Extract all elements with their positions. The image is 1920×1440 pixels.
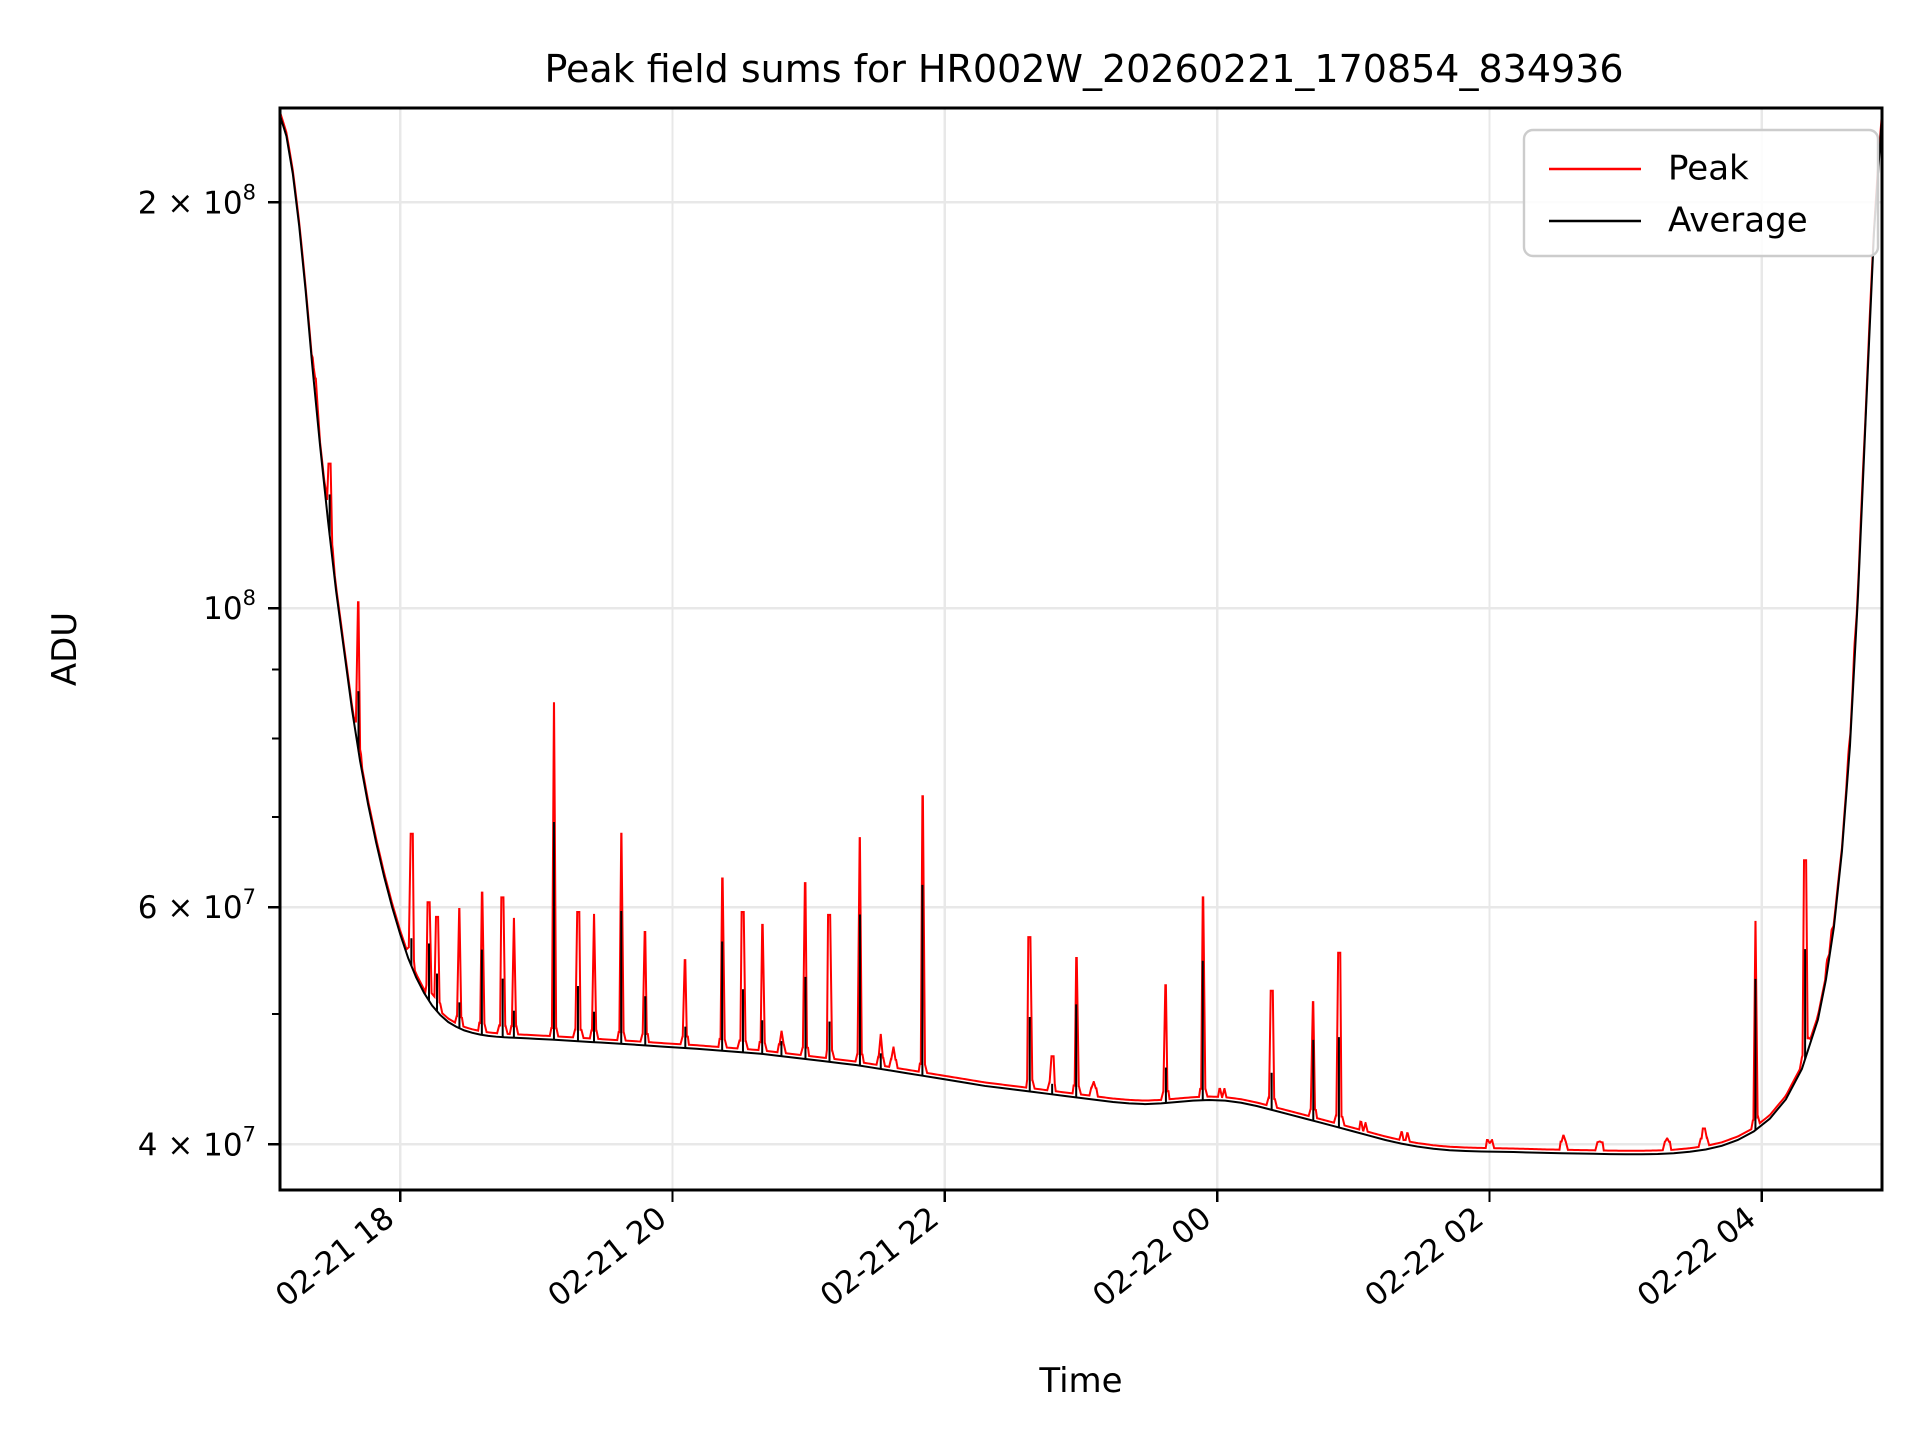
axes-spines (278, 106, 1884, 1192)
y-axis-label: ADU (45, 612, 85, 686)
legend-background (1522, 128, 1880, 258)
y-tick-label-1: 108 (203, 586, 256, 627)
y-tick-label-0: 2 × 108 (138, 180, 256, 221)
data-series-layer (279, 111, 1883, 1156)
legend-label-average: Average (1668, 201, 1808, 241)
average-series-line (279, 115, 1883, 1156)
grid-lines (280, 108, 1882, 1190)
plot-border (278, 106, 1884, 1192)
chart-title: Peak field sums for HR002W_20260221_1708… (544, 47, 1623, 91)
x-axis-label: Time (1038, 1361, 1122, 1401)
y-tick-label-2: 6 × 107 (138, 885, 256, 926)
y-tick-label-3: 4 × 107 (138, 1122, 256, 1163)
y-axis-ticks: 2 × 108 108 6 × 107 4 × 107 (138, 180, 280, 1163)
chart-legend[interactable]: Peak Average (1522, 128, 1880, 258)
legend-label-peak: Peak (1668, 149, 1749, 189)
peak-series-line (279, 111, 1883, 1152)
